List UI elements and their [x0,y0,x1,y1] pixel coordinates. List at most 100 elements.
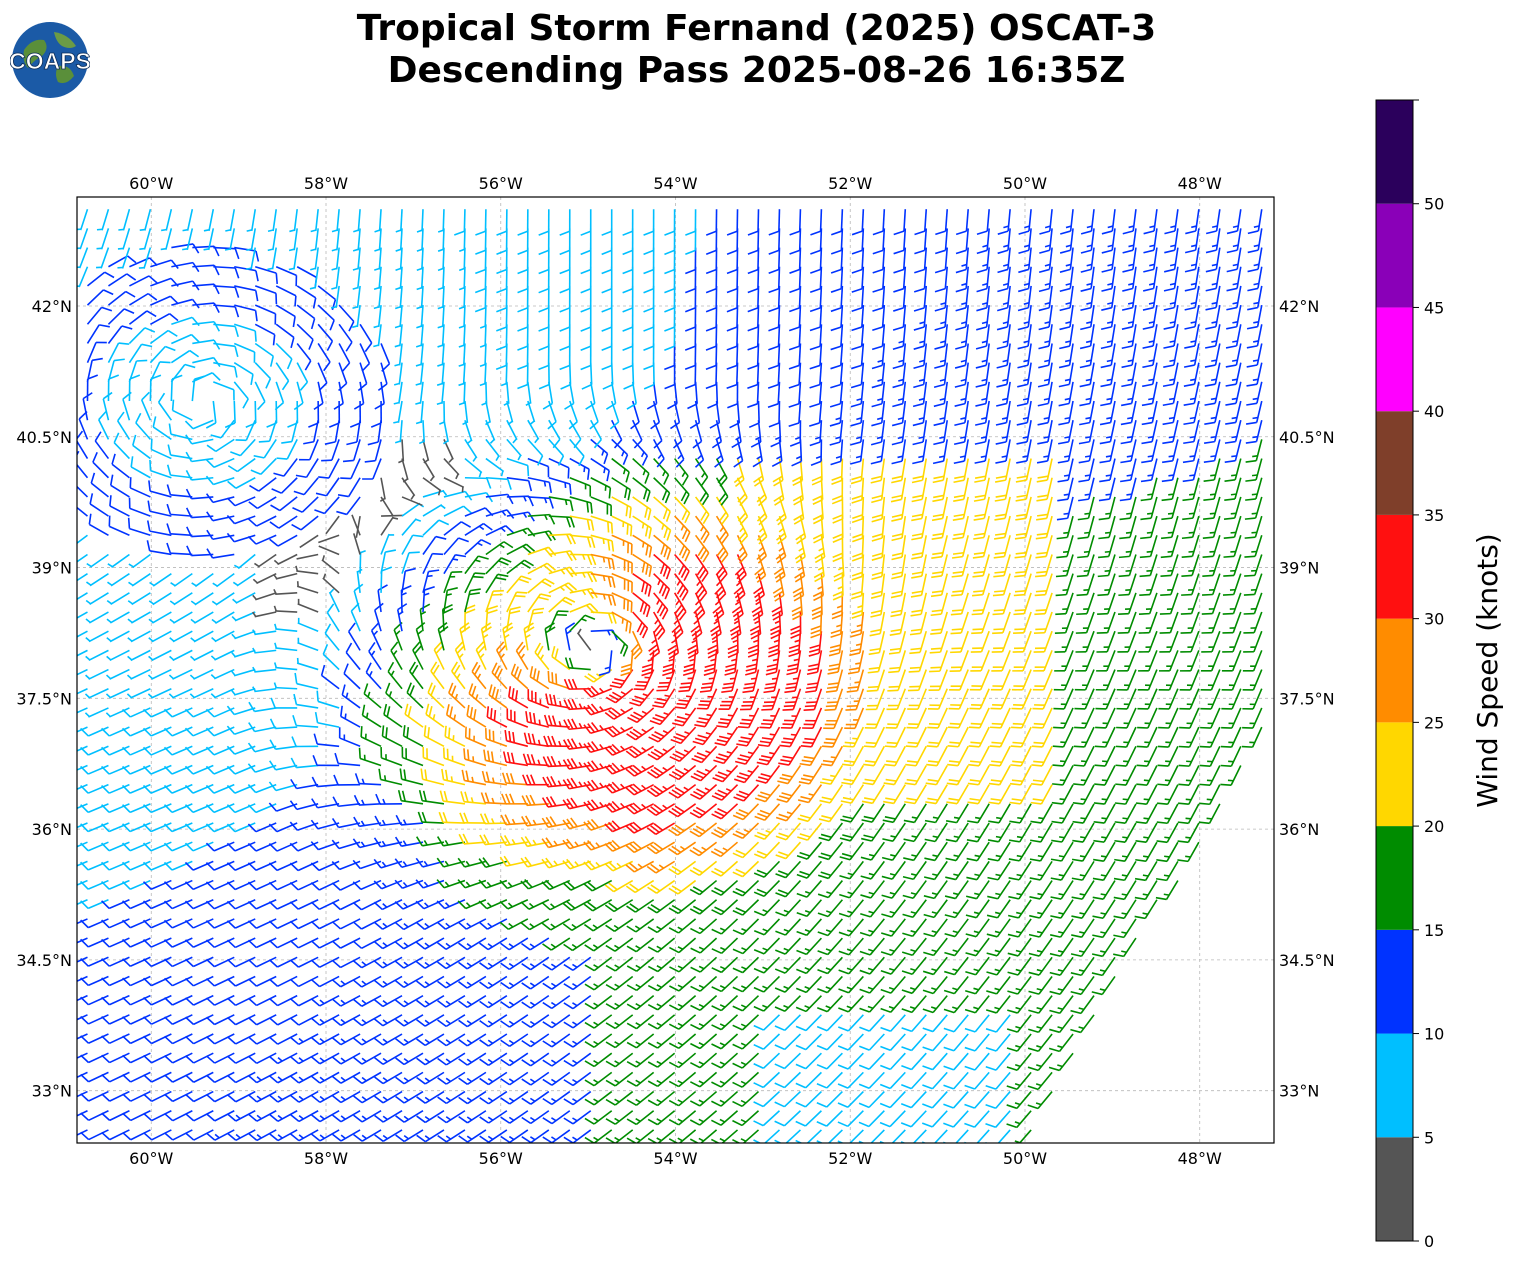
wind-barb [625,764,655,777]
wind-barb [1008,822,1032,843]
wind-barb [583,685,613,698]
wind-barb [1053,669,1074,691]
wind-barb [795,975,822,994]
wind-barb [689,879,718,896]
wind-barb [331,956,361,969]
wind-barb [759,707,781,729]
wind-barb [581,362,593,390]
wind-barb [851,496,865,524]
wind-barb [101,937,130,948]
axis-ticks: 60°W60°W58°W58°W56°W56°W54°W54°W52°W52°W… [16,174,1334,1168]
wind-barb [715,496,729,525]
wind-barb [871,477,886,504]
wind-barb [542,775,570,788]
wind-barb [415,937,445,950]
wind-barb [643,305,655,332]
wind-barb [268,975,298,988]
wind-barb [562,899,592,911]
wind-barb [330,285,340,309]
wind-barb [933,381,949,408]
wind-barb [986,899,1011,919]
wind-barb [563,718,591,731]
wind-barb [1183,362,1200,387]
wind-barb [374,1129,403,1142]
wind-barb [753,1014,781,1031]
wind-barb [672,707,697,727]
wind-barb [673,419,683,449]
wind-barb [1027,1091,1053,1110]
wind-barb [542,1033,571,1048]
wind-barb [291,515,319,531]
wind-barb [934,228,949,255]
wind-barb [1070,937,1095,958]
wind-barb [1015,458,1032,483]
wind-barb [1122,266,1137,292]
wind-barb [850,400,865,427]
wind-barb [711,803,739,820]
wind-barb [122,975,151,987]
wind-barb [314,711,340,728]
wind-barb [1162,362,1179,388]
wind-barb [416,266,424,291]
wind-barb [966,860,990,881]
wind-barb [950,592,969,616]
wind-barb [1156,784,1179,805]
wind-barb [420,768,445,786]
wind-barb [768,631,781,658]
wind-barb [1057,477,1074,502]
wind-barb [542,755,570,768]
wind-barb [142,764,172,775]
wind-barb [246,209,257,232]
x-tick-label-top: 50°W [1003,174,1047,193]
wind-barb [583,760,612,773]
wind-barb [1094,745,1116,767]
colorbar-frame [1375,99,1414,1242]
wind-barb [851,266,865,293]
wind-barb [883,784,906,805]
wind-barb [185,470,214,481]
wind-barb [705,209,718,236]
wind-barb [166,464,193,479]
wind-barb [931,515,949,541]
wind-barb [872,266,886,293]
wind-barb [966,822,990,843]
wind-barb [402,725,424,747]
wind-barb [247,937,277,949]
wind-barb [1013,611,1032,635]
wind-barb [1199,745,1221,767]
wind-barb [931,554,949,579]
wind-barb [121,764,151,775]
wind-barb [436,879,466,889]
wind-barb [310,209,319,233]
wind-barb [170,573,193,587]
wind-barb [443,458,460,480]
wind-barb [247,918,277,929]
wind-barb [991,630,1011,653]
wind-barb [352,937,382,950]
wind-barb [604,899,634,913]
wind-barb [86,324,110,344]
wind-barb [150,295,179,306]
wind-barb [795,1052,822,1070]
wind-barb [1138,650,1158,672]
wind-barb [583,799,612,812]
wind-barb [352,956,382,969]
wind-barb [205,956,235,968]
wind-barb [404,703,424,728]
wind-barb [583,741,612,754]
wind-barb [548,515,575,528]
wind-barb [626,899,655,913]
wind-barb [458,1071,487,1086]
wind-barb [415,362,424,386]
wind-barb [562,797,591,810]
wind-barb [810,209,823,236]
wind-barb [841,765,865,786]
wind-barb [419,603,431,632]
wind-barb [1094,726,1116,748]
wind-barb [86,572,109,587]
wind-barb [1118,554,1137,578]
wind-barb [1199,765,1221,787]
wind-barb [122,1110,151,1122]
wind-barb [299,534,319,549]
wind-barb [851,285,865,312]
